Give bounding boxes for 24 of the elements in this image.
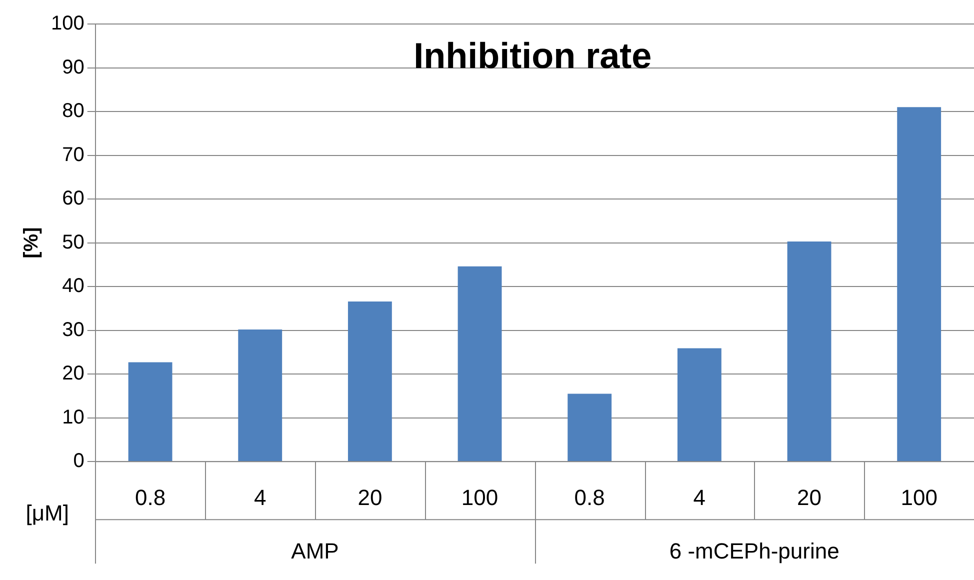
y-tick-label: 80 xyxy=(62,100,84,122)
y-tick-label: 0 xyxy=(73,450,84,472)
y-axis-title: [%] xyxy=(20,227,43,258)
y-tick-label: 20 xyxy=(62,362,84,385)
bar xyxy=(348,301,392,462)
y-tick-label: 100 xyxy=(50,12,84,35)
y-tick-label: 50 xyxy=(62,231,84,254)
bar xyxy=(458,266,502,462)
bar xyxy=(787,241,832,462)
bar xyxy=(897,107,942,462)
y-tick-label: 30 xyxy=(62,318,84,341)
x-axis-title: [μM] xyxy=(26,500,69,526)
bar xyxy=(238,329,282,462)
y-tick-label: 70 xyxy=(62,144,84,166)
y-tick-label: 60 xyxy=(62,188,84,210)
bar xyxy=(568,394,612,462)
y-tick-label: 10 xyxy=(62,406,84,428)
text: AMP xyxy=(291,538,339,564)
bar xyxy=(128,362,172,462)
y-tick-label: 40 xyxy=(62,275,84,298)
text: 6 -mCEPh-purine xyxy=(669,538,840,564)
y-tick-label: 90 xyxy=(62,56,84,78)
bar xyxy=(677,348,722,462)
chart-title: Inhibition rate xyxy=(414,34,652,76)
